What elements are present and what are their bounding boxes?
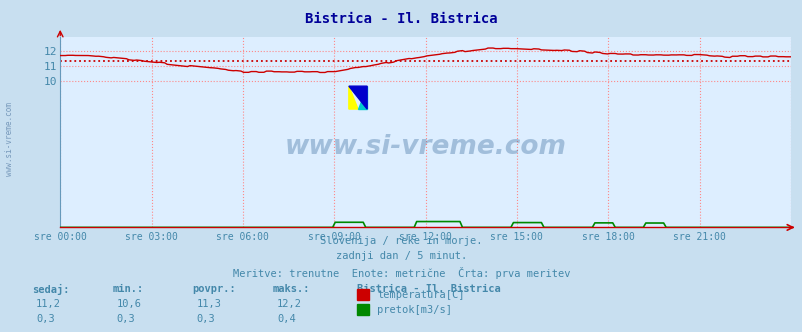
Text: sedaj:: sedaj:	[32, 284, 70, 295]
Text: temperatura[C]: temperatura[C]	[377, 290, 464, 300]
Text: zadnji dan / 5 minut.: zadnji dan / 5 minut.	[335, 251, 467, 261]
Text: 0,3: 0,3	[116, 314, 135, 324]
Text: maks.:: maks.:	[273, 284, 310, 294]
Text: 0,4: 0,4	[277, 314, 295, 324]
Polygon shape	[348, 86, 367, 109]
Text: Meritve: trenutne  Enote: metrične  Črta: prva meritev: Meritve: trenutne Enote: metrične Črta: …	[233, 267, 569, 279]
Text: www.si-vreme.com: www.si-vreme.com	[284, 134, 566, 160]
Text: www.si-vreme.com: www.si-vreme.com	[5, 103, 14, 176]
Text: Bistrica - Il. Bistrica: Bistrica - Il. Bistrica	[305, 12, 497, 26]
Text: povpr.:: povpr.:	[192, 284, 236, 294]
Text: Bistrica - Il. Bistrica: Bistrica - Il. Bistrica	[357, 284, 500, 294]
Polygon shape	[358, 86, 367, 109]
Text: 11,3: 11,3	[196, 299, 221, 309]
Text: 12,2: 12,2	[277, 299, 302, 309]
Polygon shape	[348, 86, 358, 109]
Text: 0,3: 0,3	[36, 314, 55, 324]
Text: 0,3: 0,3	[196, 314, 215, 324]
Text: pretok[m3/s]: pretok[m3/s]	[377, 305, 452, 315]
Text: 11,2: 11,2	[36, 299, 61, 309]
Text: Slovenija / reke in morje.: Slovenija / reke in morje.	[320, 236, 482, 246]
Text: min.:: min.:	[112, 284, 144, 294]
Text: 10,6: 10,6	[116, 299, 141, 309]
